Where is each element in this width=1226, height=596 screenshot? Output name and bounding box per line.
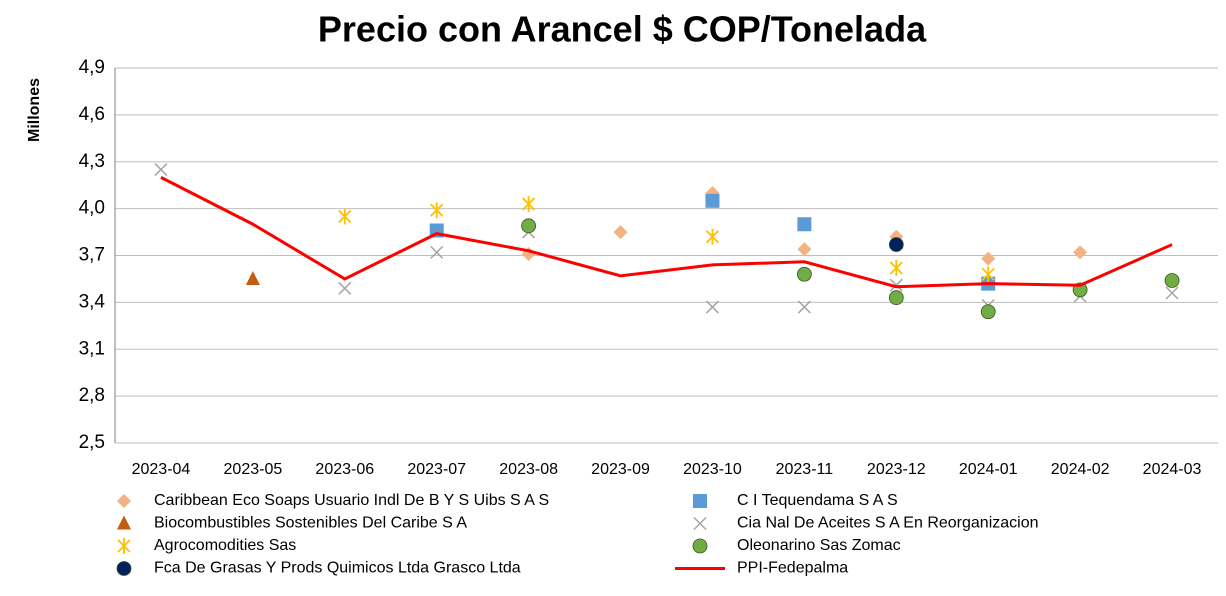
x-marker [889,278,903,292]
x-tick-label: 2023-07 [407,461,466,478]
y-tick-label: 3,4 [79,291,106,312]
star-marker [521,195,536,212]
square-marker [693,494,707,508]
x-tick-label: 2024-03 [1143,461,1202,478]
diamond-marker [981,251,996,266]
x-tick-label: 2023-10 [683,461,742,478]
x-marker [693,516,707,531]
diamond-marker [613,225,628,240]
y-tick-label: 4,9 [79,57,105,78]
star-marker [705,228,720,245]
x-tick-label: 2023-06 [315,461,374,478]
x-marker [705,300,719,314]
triangle-marker [117,515,131,530]
x-tick-label: 2023-09 [591,461,650,478]
x-tick-label: 2024-02 [1051,461,1110,478]
x-tick-label: 2023-04 [132,461,191,478]
circle-marker [796,266,812,282]
x-marker [154,163,168,177]
y-tick-label: 4,3 [79,151,105,172]
x-tick-label: 2023-11 [776,461,834,478]
circle-marker [888,290,904,306]
x-marker [338,281,352,295]
x-tick-label: 2023-12 [867,461,926,478]
circle-marker [116,561,132,576]
x-tick-label: 2023-05 [224,461,283,478]
legend-label: Fca De Grasas Y Prods Quimicos Ltda Gras… [154,560,521,577]
legend-label: Biocombustibles Sostenibles Del Caribe S… [154,515,467,532]
diamond-marker [797,242,812,257]
chart-title: Precio con Arancel $ COP/Tonelada [318,9,927,50]
diamond-marker [1073,245,1088,260]
y-tick-label: 3,1 [79,338,105,359]
triangle-marker [245,270,260,285]
square-marker [797,217,812,232]
circle-marker [521,218,537,234]
legend-label: Agrocomodities Sas [154,537,296,554]
x-tick-label: 2023-08 [499,461,558,478]
x-marker [430,245,444,259]
y-axis-label: Millones [26,78,43,142]
star-marker [338,208,352,225]
diamond-marker [117,494,131,508]
circle-marker [1164,273,1180,288]
legend-label: C I Tequendama S A S [737,492,898,509]
y-tick-label: 2,8 [79,385,105,406]
y-tick-label: 3,7 [79,245,105,266]
legend-label: Cia Nal De Aceites S A En Reorganizacion [737,515,1039,532]
star-marker [981,266,995,283]
legend-label: PPI-Fedepalma [737,560,848,577]
circle-marker [980,304,996,320]
y-tick-label: 4,6 [79,104,105,125]
x-marker [797,300,811,314]
x-marker [1165,286,1179,300]
circle-marker [692,538,708,554]
star-marker [889,260,903,276]
star-marker [117,538,131,554]
circle-marker [888,237,904,252]
x-tick-label: 2024-01 [959,461,1018,478]
y-tick-label: 4,0 [79,198,105,219]
legend-label: Caribbean Eco Soaps Usuario Indl De B Y … [154,492,549,509]
star-marker [430,202,444,219]
series-line [160,176,1173,289]
legend-label: Oleonarino Sas Zomac [737,537,901,554]
y-tick-label: 2,5 [79,432,105,453]
square-marker [705,193,720,208]
